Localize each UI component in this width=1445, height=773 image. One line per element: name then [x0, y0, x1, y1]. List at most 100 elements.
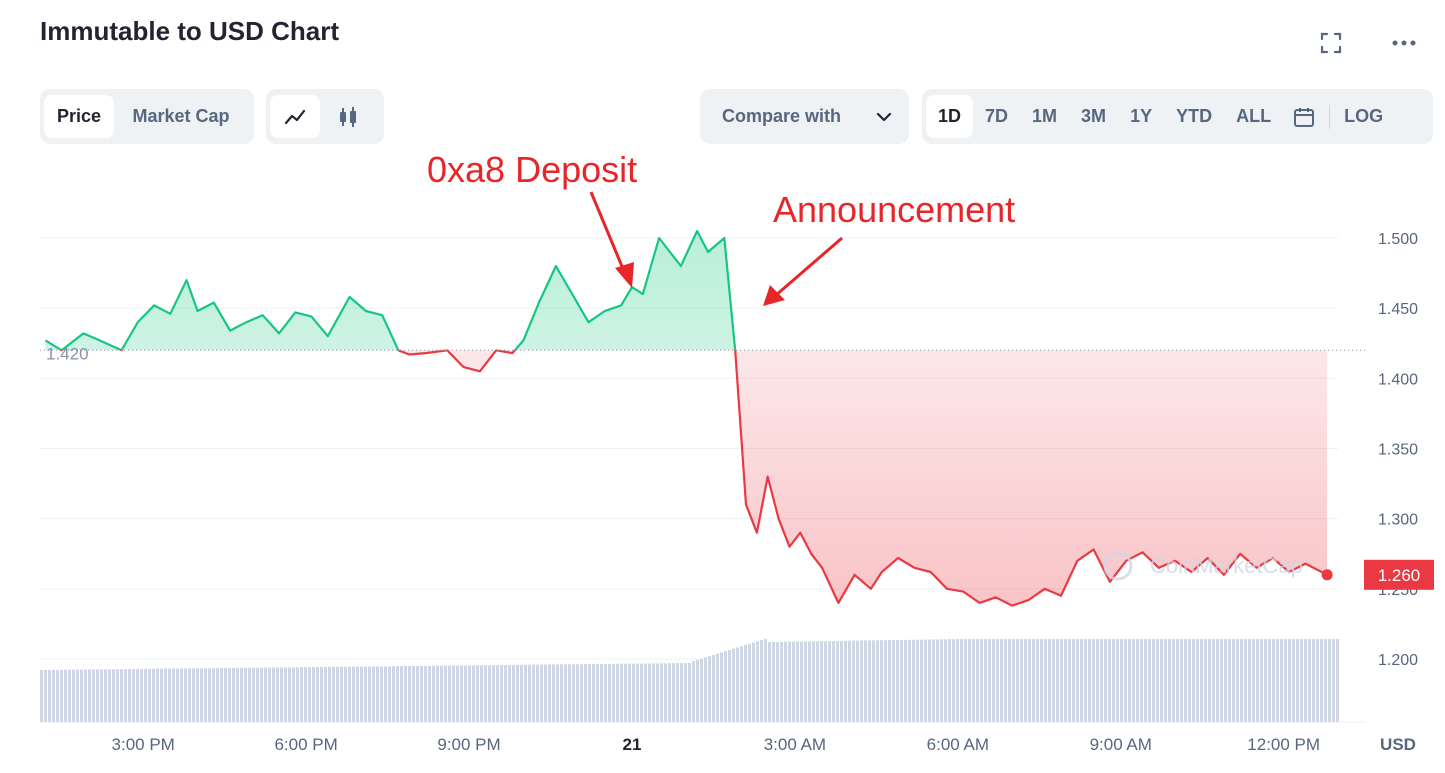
volume-bar — [776, 641, 779, 722]
log-scale-button[interactable]: LOG — [1344, 106, 1384, 126]
volume-bar — [120, 669, 123, 722]
line-chart-button[interactable] — [270, 95, 320, 138]
volume-bar — [596, 664, 599, 722]
more-options-icon[interactable] — [1389, 28, 1419, 58]
volume-bar — [748, 643, 751, 722]
metric-toggle: Price Market Cap — [40, 89, 254, 144]
volume-bar — [296, 667, 299, 722]
volume-bar — [320, 666, 323, 722]
volume-bar — [944, 639, 947, 722]
volume-bar — [780, 641, 783, 722]
volume-bar — [44, 669, 47, 722]
volume-bar — [908, 639, 911, 722]
volume-bar — [1072, 639, 1075, 722]
range-1y[interactable]: 1Y — [1130, 106, 1153, 126]
volume-bar — [812, 641, 815, 722]
y-tick-label: 1.400 — [1378, 371, 1418, 388]
volume-bar — [220, 668, 223, 722]
range-3m[interactable]: 3M — [1081, 106, 1107, 126]
volume-bar — [456, 665, 459, 722]
volume-bars — [40, 638, 1339, 722]
volume-bar — [92, 669, 95, 722]
volume-bar — [980, 639, 983, 722]
time-range-toggle: 1D 7D 1M 3M 1Y YTD ALL LOG — [922, 89, 1433, 144]
range-1d[interactable]: 1D — [926, 95, 974, 138]
volume-bar — [304, 667, 307, 722]
range-7d[interactable]: 7D — [985, 106, 1009, 126]
chart-markers: 1.260 CoinMarketCap — [1103, 551, 1434, 590]
volume-bar — [476, 665, 479, 722]
volume-bar — [668, 663, 671, 722]
x-tick-label: 21 — [623, 735, 642, 754]
compare-with-dropdown[interactable]: Compare with — [700, 89, 909, 144]
volume-bar — [248, 667, 251, 722]
range-all[interactable]: ALL — [1236, 106, 1272, 126]
volume-bar — [712, 654, 715, 722]
tab-price[interactable]: Price — [44, 95, 114, 138]
volume-bar — [136, 668, 139, 722]
grid-lines: 1.420 — [40, 237, 1365, 723]
volume-bar — [880, 640, 883, 722]
volume-bar — [1320, 639, 1323, 722]
volume-bar — [1064, 639, 1067, 722]
volume-bar — [1204, 639, 1207, 722]
volume-bar — [972, 639, 975, 722]
volume-bar — [572, 664, 575, 722]
volume-bar — [116, 669, 119, 722]
tab-market-cap[interactable]: Market Cap — [132, 106, 230, 126]
volume-bar — [1040, 639, 1043, 722]
volume-bar — [1200, 639, 1203, 722]
volume-bar — [1336, 639, 1339, 722]
volume-bar — [96, 669, 99, 722]
volume-bar — [708, 656, 711, 722]
volume-bar — [528, 664, 531, 722]
volume-bar — [864, 640, 867, 722]
volume-bar — [204, 668, 207, 722]
price-area-down — [45, 350, 1328, 606]
volume-bar — [484, 665, 487, 722]
volume-bar — [1016, 639, 1019, 722]
volume-bar — [560, 664, 563, 722]
volume-bar — [832, 640, 835, 722]
volume-bar — [492, 665, 495, 722]
volume-bar — [400, 666, 403, 722]
volume-bar — [988, 639, 991, 722]
volume-bar — [164, 668, 167, 722]
volume-bar — [912, 639, 915, 722]
range-1m[interactable]: 1M — [1032, 106, 1058, 126]
volume-bar — [984, 639, 987, 722]
volume-bar — [348, 666, 351, 722]
volume-bar — [1088, 639, 1091, 722]
volume-bar — [872, 640, 875, 722]
volume-bar — [308, 667, 311, 722]
range-ytd[interactable]: YTD — [1176, 106, 1213, 126]
volume-bar — [356, 666, 359, 722]
volume-bar — [72, 669, 75, 722]
volume-bar — [540, 664, 543, 722]
volume-bar — [1104, 639, 1107, 722]
volume-bar — [300, 667, 303, 722]
volume-bar — [932, 639, 935, 722]
fullscreen-icon[interactable] — [1316, 28, 1346, 58]
date-picker-button[interactable] — [1283, 95, 1325, 138]
volume-bar — [644, 663, 647, 722]
volume-bar — [100, 669, 103, 722]
line-chart-icon — [284, 109, 306, 124]
candlestick-icon — [340, 106, 356, 127]
volume-bar — [1308, 639, 1311, 722]
volume-bar — [376, 666, 379, 722]
volume-bar — [508, 664, 511, 722]
volume-bar — [252, 667, 255, 722]
volume-bar — [240, 667, 243, 722]
price-line-up — [44, 229, 737, 351]
volume-bar — [1236, 639, 1239, 722]
volume-bar — [384, 666, 387, 722]
volume-bar — [1240, 639, 1243, 722]
volume-bar — [64, 669, 67, 722]
volume-bar — [88, 669, 91, 722]
volume-bar — [416, 665, 419, 722]
volume-bar — [1060, 639, 1063, 722]
volume-bar — [128, 669, 131, 722]
y-tick-label: 1.200 — [1378, 652, 1418, 669]
candlestick-chart-button[interactable] — [320, 95, 376, 138]
